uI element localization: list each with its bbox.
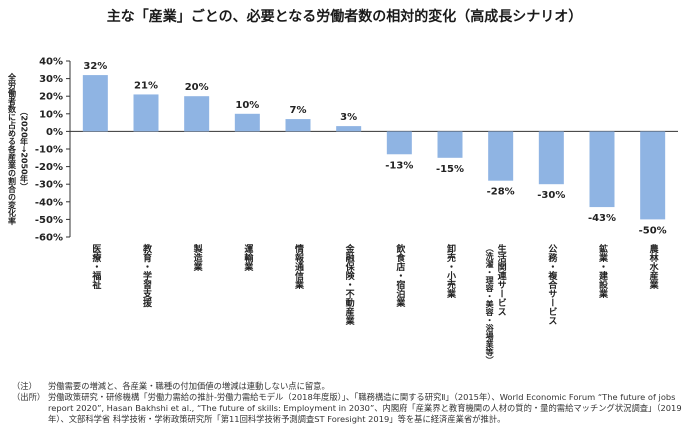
y-tick-label: 40%	[39, 57, 63, 68]
x-category-label: 運輸業	[242, 244, 254, 272]
source-row: （出所） 労働政策研究・研修機構「労働力需給の推計-労働力需給モデル（2018年…	[12, 392, 682, 425]
bar	[234, 113, 260, 132]
bar-value-label: 10%	[235, 100, 259, 111]
y-tick-label: 20%	[39, 92, 63, 103]
bar	[437, 131, 463, 158]
bar-value-label: -30%	[537, 190, 565, 201]
source-text: 労働政策研究・研修機構「労働力需給の推計-労働力需給モデル（2018年度版）」、…	[48, 392, 682, 424]
bar-value-label: -50%	[639, 225, 667, 236]
source-label: （出所）	[12, 392, 46, 402]
y-tick-label: -10%	[35, 145, 63, 156]
bar	[336, 126, 362, 132]
bar-value-label: 3%	[340, 112, 357, 123]
x-category-sublabel: （洗濯・理容・美容・浴場業等）	[484, 244, 494, 364]
bar-value-label: 20%	[185, 82, 209, 93]
chart-title: 主な「産業」ごとの、必要となる労働者数の相対的変化（高成長シナリオ）	[106, 9, 583, 25]
y-axis-title: （2020年→2050年）	[20, 107, 29, 190]
bar	[640, 131, 666, 220]
bar	[538, 131, 564, 185]
y-tick-label: -60%	[35, 233, 63, 244]
bar	[184, 96, 210, 132]
y-tick-label: -30%	[35, 180, 63, 191]
bar-value-label: 7%	[290, 105, 307, 116]
x-category-label: 生活関連サービス	[496, 243, 507, 316]
y-tick-label: 10%	[39, 109, 63, 120]
notes-block: （注） 労働需要の増減と、各産業・職種の付加価値の増減は連動しない点に留意。 （…	[12, 381, 682, 425]
bar	[133, 94, 159, 132]
y-tick-label: -50%	[35, 215, 63, 226]
bar	[82, 75, 108, 132]
x-category-label: 卸売・小売業	[445, 243, 457, 299]
y-tick-label: -20%	[35, 162, 63, 173]
bar-value-label: -28%	[487, 187, 515, 198]
y-axis-title: 全労働者数に占める各産業の割合の変化率	[7, 72, 17, 226]
y-tick-label: -40%	[35, 197, 63, 208]
y-tick-label: 30%	[39, 74, 63, 85]
bar-value-label: -43%	[588, 213, 616, 224]
note-label: （注）	[12, 381, 37, 391]
x-category-label: 教育・学習支援	[141, 243, 153, 308]
note-text: 労働需要の増減と、各産業・職種の付加価値の増減は連動しない点に留意。	[48, 381, 330, 391]
x-category-label: 公務・複合サービス	[546, 244, 558, 325]
x-category-label: 金融保険・不動産業	[344, 243, 356, 326]
note-row: （注） 労働需要の増減と、各産業・職種の付加価値の増減は連動しない点に留意。	[12, 381, 682, 392]
bar-value-label: -15%	[436, 164, 464, 175]
bar-value-label: 21%	[134, 80, 158, 91]
y-tick-label: 0%	[46, 127, 63, 138]
x-category-label: 農林水産業	[648, 243, 660, 290]
x-category-label: 情報通信業	[293, 243, 305, 290]
bar	[589, 131, 615, 208]
x-category-label: 鉱業・建設業	[597, 243, 609, 299]
x-category-label: 飲食店・宿泊業	[394, 243, 406, 308]
bar	[386, 131, 412, 155]
x-category-label: 医療・福祉	[90, 244, 102, 290]
bar	[488, 131, 514, 181]
bar-chart: 40% 30% 20% 10% 0% -10% -20% -30% -40% -50% -60% 全労…	[7, 57, 678, 364]
bar	[285, 119, 311, 132]
bar-value-label: 32%	[83, 61, 107, 72]
bar-value-label: -13%	[385, 160, 413, 171]
x-category-label: 製造業	[192, 243, 204, 272]
